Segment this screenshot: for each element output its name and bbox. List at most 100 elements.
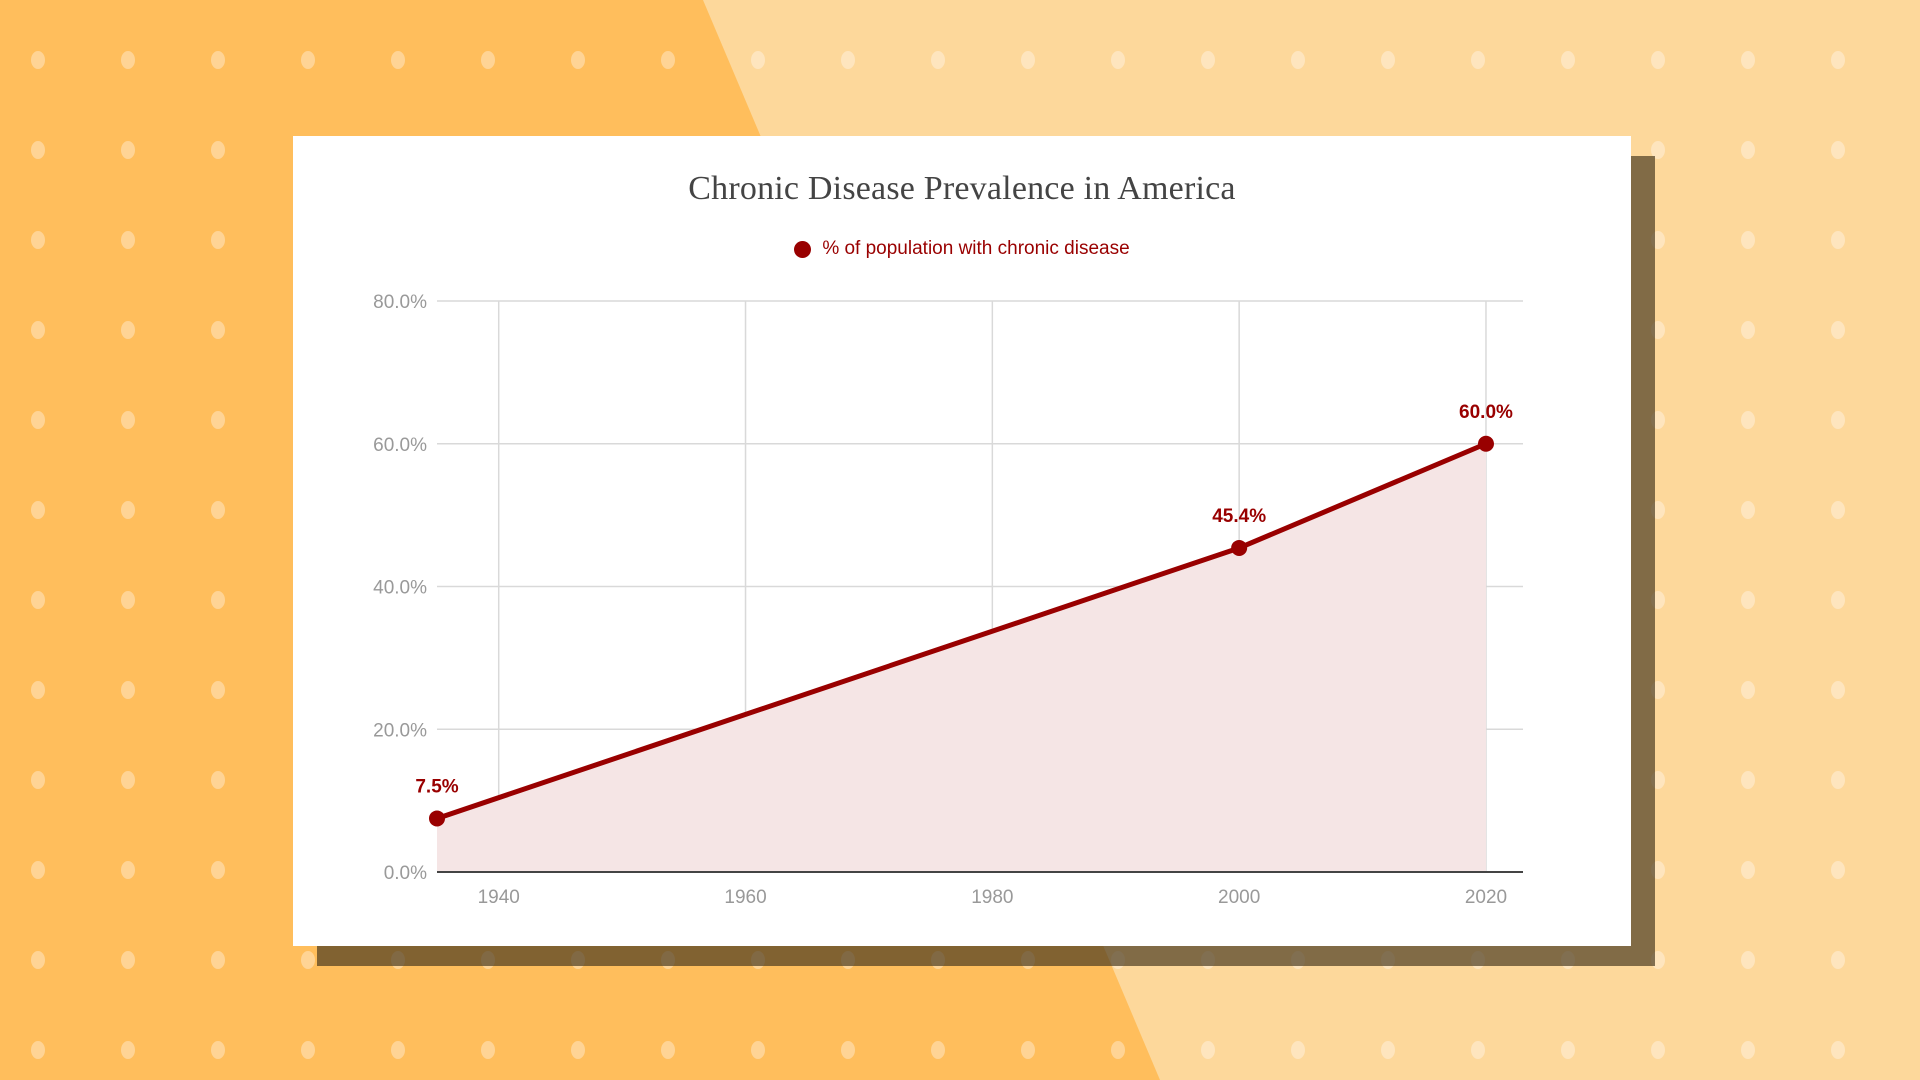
background-dot <box>1831 141 1845 159</box>
data-point[interactable] <box>1231 539 1248 556</box>
background-dot <box>121 1041 135 1059</box>
background-dot <box>1651 411 1665 429</box>
background-dot <box>841 1041 855 1059</box>
background-dot <box>931 51 945 69</box>
background-dot <box>1651 1041 1665 1059</box>
x-tick-label: 1960 <box>724 887 766 908</box>
background-dot <box>31 501 45 519</box>
background-dot <box>1561 1041 1575 1059</box>
legend-marker-icon <box>794 240 812 258</box>
background-dot <box>391 951 405 969</box>
background-dot <box>121 231 135 249</box>
background-dot <box>1831 951 1845 969</box>
x-tick-label: 1980 <box>971 887 1013 908</box>
background-dot <box>751 951 765 969</box>
background-dot <box>1381 951 1395 969</box>
background-dot <box>661 951 675 969</box>
series-marks <box>429 435 1494 827</box>
background-dot <box>301 1041 315 1059</box>
background-dot <box>31 141 45 159</box>
background-dot <box>1741 591 1755 609</box>
background-dot <box>31 321 45 339</box>
background-dot <box>841 951 855 969</box>
background-dot <box>1651 681 1665 699</box>
background-dot <box>1471 951 1485 969</box>
data-label: 7.5% <box>415 776 458 797</box>
chart-card: 0.0% 20.0% 40.0% 60.0% 80.0% 1940 1960 1980 2000… <box>293 136 1631 946</box>
background-dot <box>31 951 45 969</box>
legend-label: % of population with chronic disease <box>822 238 1130 259</box>
line-chart: 0.0% 20.0% 40.0% 60.0% 80.0% 1940 1960 1980 2000… <box>373 292 1523 908</box>
background-dot <box>211 771 225 789</box>
background-dot <box>211 951 225 969</box>
background-dot <box>1021 1041 1035 1059</box>
background-dot <box>1381 1041 1395 1059</box>
background-dot <box>1831 501 1845 519</box>
background-dot <box>121 951 135 969</box>
background-dot <box>1561 951 1575 969</box>
background-dot <box>31 231 45 249</box>
y-tick-label: 0.0% <box>384 863 427 884</box>
data-label: 60.0% <box>1459 402 1513 423</box>
background-dot <box>1561 51 1575 69</box>
background-dot <box>481 51 495 69</box>
background-dot <box>1741 321 1755 339</box>
chart-legend[interactable]: % of population with chronic disease <box>293 238 1631 260</box>
background-dot <box>1741 411 1755 429</box>
background-dot <box>1741 771 1755 789</box>
background-dot <box>391 51 405 69</box>
background-dot <box>1651 951 1665 969</box>
background-dot <box>31 771 45 789</box>
background-dot <box>31 411 45 429</box>
y-tick-label: 60.0% <box>373 435 427 456</box>
background-dot <box>31 681 45 699</box>
background-dot <box>121 501 135 519</box>
y-tick-label: 80.0% <box>373 292 427 313</box>
background-dot <box>31 1041 45 1059</box>
y-tick-label: 40.0% <box>373 578 427 599</box>
background-dot <box>121 411 135 429</box>
background-dot <box>1021 951 1035 969</box>
background-dot <box>1111 951 1125 969</box>
background-dot <box>571 51 585 69</box>
series-area <box>437 443 1486 872</box>
background-dot <box>1831 681 1845 699</box>
background-dot <box>1651 501 1665 519</box>
background-dot <box>1831 771 1845 789</box>
background-dot <box>1291 51 1305 69</box>
background-dot <box>1831 1041 1845 1059</box>
background-dot <box>1741 141 1755 159</box>
background-dot <box>31 591 45 609</box>
data-point[interactable] <box>429 810 445 827</box>
background-dot <box>661 51 675 69</box>
background-dot <box>841 51 855 69</box>
background-dot <box>1831 591 1845 609</box>
background-dot <box>1831 861 1845 879</box>
background-dot <box>211 51 225 69</box>
background-dot <box>1741 501 1755 519</box>
background-dot <box>1741 951 1755 969</box>
background-dot <box>1741 51 1755 69</box>
background-dot <box>1471 51 1485 69</box>
background-dot <box>1741 231 1755 249</box>
background-dot <box>1111 51 1125 69</box>
data-point[interactable] <box>1477 435 1494 452</box>
background-dot <box>1201 951 1215 969</box>
background-dot <box>571 951 585 969</box>
background-dot <box>1651 591 1665 609</box>
background-dot <box>751 51 765 69</box>
data-labels: 7.5% 45.4% 60.0% <box>415 402 1513 798</box>
background-dot <box>121 141 135 159</box>
background-dot <box>571 1041 585 1059</box>
background-dot <box>301 951 315 969</box>
background-dot <box>211 861 225 879</box>
y-tick-label: 20.0% <box>373 720 427 741</box>
area-fill <box>437 443 1486 872</box>
background-dot <box>211 591 225 609</box>
background-dot <box>1651 231 1665 249</box>
background-dot <box>1291 951 1305 969</box>
background-dot <box>1831 51 1845 69</box>
background-dot <box>1831 411 1845 429</box>
background-dot <box>1291 1041 1305 1059</box>
x-tick-label: 2000 <box>1218 887 1260 908</box>
